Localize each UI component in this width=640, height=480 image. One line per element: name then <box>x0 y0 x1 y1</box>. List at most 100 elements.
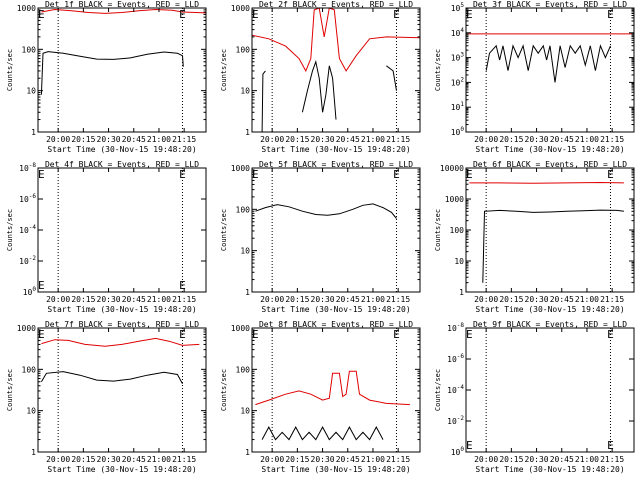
x-tick-label: 20:30 <box>97 135 121 144</box>
y-tick-label: 100 <box>22 45 37 54</box>
x-tick-label: 20:30 <box>311 295 335 304</box>
x-tick-label: 21:15 <box>600 135 624 144</box>
y-tick-label: 10-4 <box>19 224 36 235</box>
x-tick-label: 20:15 <box>285 135 309 144</box>
y-tick-label: 1 <box>245 448 250 457</box>
plot-frame <box>37 327 207 453</box>
e-marker-bottom: E <box>466 439 473 452</box>
x-tick-label: 20:15 <box>499 455 523 464</box>
x-tick-label: 21:15 <box>386 455 410 464</box>
x-tick-label: 20:30 <box>311 135 335 144</box>
x-tick-label: 21:15 <box>172 295 196 304</box>
x-tick-label: 20:45 <box>550 295 574 304</box>
e-marker-top: E <box>38 8 45 21</box>
e-marker-top: E <box>179 8 186 21</box>
y-tick-label: 100 <box>450 226 465 235</box>
x-tick-label: 20:00 <box>46 295 70 304</box>
y-tick-label: 100 <box>451 126 465 137</box>
x-tick-label: 21:15 <box>386 295 410 304</box>
events-series-line <box>301 59 337 120</box>
plot-frame <box>465 327 635 453</box>
y-tick-label: 104 <box>451 27 465 38</box>
events-series-line <box>485 44 611 83</box>
e-marker-top: E <box>393 168 400 181</box>
y-axis-label: Counts/sec <box>434 49 442 91</box>
y-tick-label: 10 <box>454 257 464 266</box>
plot-frame <box>251 167 421 293</box>
x-tick-label: 20:30 <box>525 455 549 464</box>
y-tick-label: 100 <box>22 365 37 374</box>
y-tick-label: 10-8 <box>447 322 464 333</box>
y-tick-label: 1 <box>245 288 250 297</box>
y-axis-label: Counts/sec <box>220 209 228 251</box>
x-tick-label: 20:00 <box>260 135 284 144</box>
x-tick-label: 21:00 <box>361 135 385 144</box>
e-marker-bottom: E <box>179 279 186 292</box>
y-axis-label: Counts/sec <box>6 369 14 411</box>
e-marker-bottom: E <box>38 279 45 292</box>
y-tick-label: 1000 <box>231 324 250 333</box>
plot-frame <box>251 327 421 453</box>
panel-title: Det 9f BLACK = Events, RED = LLD <box>473 320 627 329</box>
y-tick-label: 10 <box>240 407 250 416</box>
panel-title: Det 7f BLACK = Events, RED = LLD <box>45 320 199 329</box>
e-marker-top: E <box>466 168 473 181</box>
x-tick-label: 21:15 <box>600 455 624 464</box>
panel-title: Det 2f BLACK = Events, RED = LLD <box>259 0 413 9</box>
x-axis-label: Start Time (30-Nov-15 19:48:20) <box>475 145 624 154</box>
panel-title: Det 1f BLACK = Events, RED = LLD <box>45 0 199 9</box>
x-tick-label: 21:00 <box>575 295 599 304</box>
events-series-line <box>261 426 384 441</box>
x-tick-label: 20:00 <box>474 135 498 144</box>
x-tick-label: 20:45 <box>336 135 360 144</box>
y-axis-label: Counts/sec <box>220 369 228 411</box>
e-marker-top: E <box>252 8 259 21</box>
e-marker-top: E <box>466 8 473 21</box>
lld-series-line <box>41 337 200 347</box>
x-axis-label: Start Time (30-Nov-15 19:48:20) <box>261 465 410 474</box>
y-tick-label: 100 <box>451 446 465 457</box>
x-tick-label: 21:00 <box>147 135 171 144</box>
x-tick-label: 20:00 <box>260 455 284 464</box>
panel-title: Det 6f BLACK = Events, RED = LLD <box>473 160 627 169</box>
x-tick-label: 20:30 <box>97 455 121 464</box>
x-tick-label: 20:30 <box>311 455 335 464</box>
y-axis-label: Counts/sec <box>6 209 14 251</box>
x-tick-label: 21:00 <box>575 455 599 464</box>
panel-title: Det 8f BLACK = Events, RED = LLD <box>259 320 413 329</box>
y-tick-label: 105 <box>451 2 465 13</box>
x-axis-label: Start Time (30-Nov-15 19:48:20) <box>475 465 624 474</box>
detector-panel-3f: Det 3f BLACK = Events, RED = LLD 20:00 20:… <box>434 0 635 154</box>
plot-frame <box>37 7 207 133</box>
e-marker-top: E <box>393 328 400 341</box>
plot-frame <box>251 7 421 133</box>
y-axis-label: Counts/sec <box>220 49 228 91</box>
y-tick-label: 100 <box>236 365 251 374</box>
e-marker-top: E <box>252 168 259 181</box>
y-tick-label: 10-2 <box>447 415 464 426</box>
panel-title: Det 3f BLACK = Events, RED = LLD <box>473 0 627 9</box>
e-marker-top: E <box>38 168 45 181</box>
x-axis-label: Start Time (30-Nov-15 19:48:20) <box>47 305 196 314</box>
events-series-line <box>40 51 184 95</box>
x-tick-label: 20:15 <box>499 295 523 304</box>
y-tick-label: 10 <box>240 247 250 256</box>
lld-series-line <box>255 370 410 406</box>
x-tick-label: 20:00 <box>474 455 498 464</box>
y-tick-label: 102 <box>451 76 465 87</box>
x-tick-label: 21:00 <box>575 135 599 144</box>
e-marker-top: E <box>607 328 614 341</box>
x-tick-label: 20:45 <box>550 135 574 144</box>
y-tick-label: 10-4 <box>447 384 464 395</box>
x-tick-label: 20:45 <box>550 455 574 464</box>
x-axis-label: Start Time (30-Nov-15 19:48:20) <box>47 465 196 474</box>
panel-title: Det 5f BLACK = Events, RED = LLD <box>259 160 413 169</box>
y-tick-label: 100 <box>236 205 251 214</box>
y-tick-label: 10000 <box>440 164 464 173</box>
events-series-line <box>40 371 183 384</box>
x-tick-label: 20:30 <box>525 295 549 304</box>
x-tick-label: 20:00 <box>46 455 70 464</box>
